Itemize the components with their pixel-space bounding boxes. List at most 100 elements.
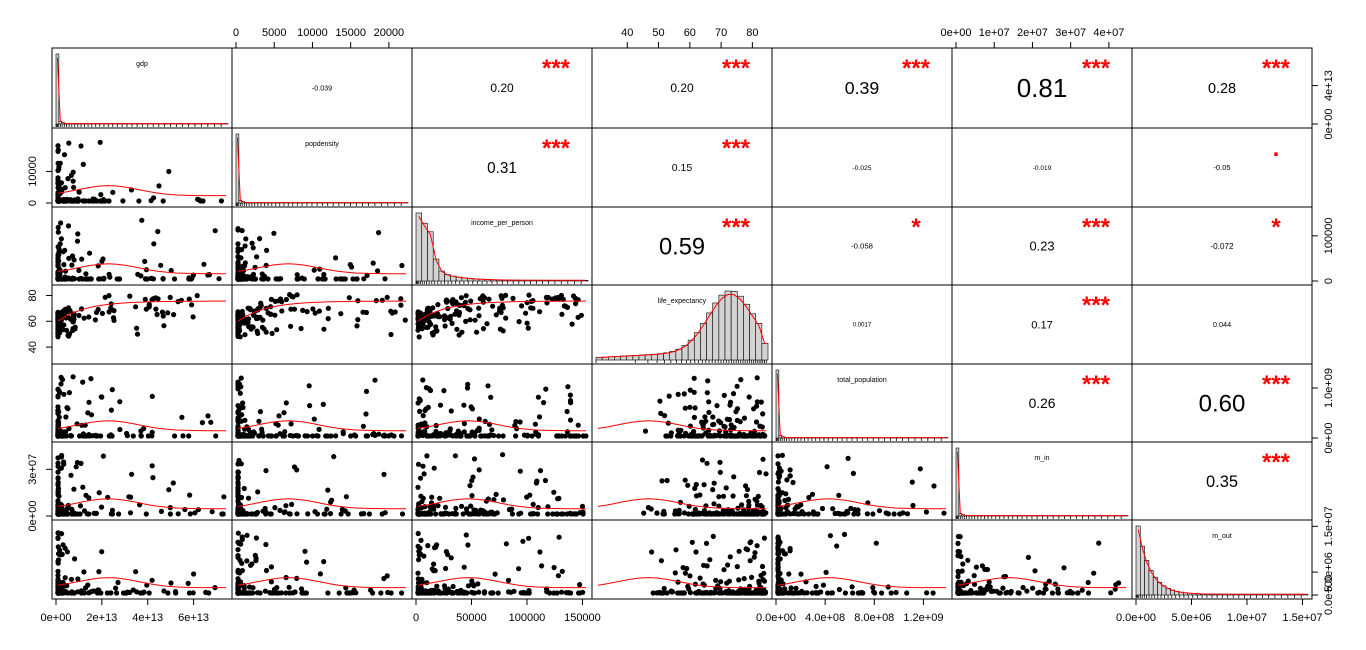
scatter-point	[416, 590, 422, 596]
scatter-point	[503, 541, 509, 547]
scatter-point	[725, 562, 731, 568]
scatter-point	[779, 452, 786, 458]
scatter-panel	[55, 217, 226, 282]
scatter-point	[88, 276, 94, 282]
scatter-point	[142, 258, 148, 264]
scatter-point	[342, 276, 348, 282]
scatter-point	[549, 296, 555, 302]
scatter-point	[690, 433, 696, 439]
scatter-point	[419, 579, 426, 585]
histogram-bar	[730, 291, 738, 361]
scatter-point	[533, 429, 539, 435]
scatter-point	[1046, 578, 1052, 584]
scatter-point	[554, 511, 560, 517]
scatter-point	[300, 307, 306, 313]
scatter-point	[662, 413, 668, 419]
correlation-value: -0.019	[1033, 165, 1052, 172]
scatter-point	[559, 511, 565, 517]
smooth-line	[417, 577, 586, 589]
scatter-point	[249, 273, 255, 279]
scatter-point	[209, 509, 215, 515]
scatter-point	[245, 495, 252, 501]
scatter-point	[505, 589, 512, 595]
scatter-point	[521, 589, 527, 595]
scatter-point	[244, 275, 251, 281]
scatter-point	[288, 323, 294, 329]
scatter-point	[71, 276, 78, 282]
scatter-panel	[597, 533, 769, 596]
scatter-point	[100, 256, 106, 262]
scatter-point	[388, 331, 394, 338]
scatter-point	[784, 510, 790, 516]
scatter-point	[418, 310, 424, 316]
scatter-point	[471, 456, 478, 462]
scatter-point	[661, 511, 668, 517]
scatter-point	[735, 433, 741, 439]
scatter-point	[955, 568, 961, 574]
scatter-point	[575, 314, 581, 320]
scatter-point	[524, 300, 530, 306]
scatter-point	[139, 217, 145, 223]
scatter-point	[166, 168, 172, 175]
scatter-point	[256, 418, 262, 424]
scatter-point	[573, 433, 579, 439]
scatter-point	[235, 333, 241, 339]
scatter-panel	[415, 292, 586, 340]
scatter-point	[98, 590, 104, 596]
significance-stars: *	[911, 214, 921, 241]
scatter-point	[320, 401, 326, 407]
scatter-point	[775, 551, 781, 557]
scatter-point	[1061, 565, 1067, 571]
scatter-point	[81, 315, 87, 321]
smooth-line	[57, 577, 226, 589]
significance-stars: ***	[1082, 214, 1111, 241]
scatter-point	[235, 530, 241, 536]
scatter-point	[554, 590, 560, 596]
scatter-point	[432, 545, 438, 551]
scatter-point	[664, 590, 670, 596]
scatter-point	[456, 312, 462, 318]
scatter-point	[691, 375, 697, 381]
scatter-point	[564, 304, 571, 310]
scatter-point	[448, 555, 454, 561]
scatter-point	[433, 511, 439, 517]
scatter-point	[718, 579, 724, 585]
scatter-point	[763, 471, 769, 477]
scatter-point	[1025, 554, 1031, 561]
scatter-point	[1042, 586, 1048, 592]
density-line	[599, 293, 766, 358]
scatter-point	[98, 192, 104, 198]
scatter-point	[716, 494, 722, 500]
scatter-point	[219, 511, 225, 517]
density-line	[418, 216, 586, 281]
scatter-point	[959, 568, 965, 574]
scatter-point	[567, 392, 574, 398]
scatter-point	[446, 511, 452, 517]
scatter-point	[425, 543, 431, 549]
tick-label: 1.5e+07	[1282, 612, 1322, 624]
tick-label: 0.0e+00	[756, 612, 796, 624]
scatter-point	[263, 511, 269, 517]
scatter-point	[693, 481, 699, 488]
scatter-point	[363, 411, 369, 417]
scatter-point	[212, 228, 218, 234]
scatter-point	[195, 507, 201, 513]
scatter-point	[556, 534, 562, 540]
scatter-point	[196, 197, 202, 203]
scatter-point	[923, 509, 930, 515]
scatter-point	[678, 427, 684, 433]
scatter-point	[787, 473, 793, 479]
scatter-point	[415, 424, 421, 430]
scatter-point	[150, 276, 156, 282]
scatter-point	[711, 501, 717, 507]
scatter-point	[476, 305, 482, 311]
scatter-point	[787, 467, 793, 473]
scatter-point	[71, 257, 77, 263]
scatter-point	[710, 487, 716, 493]
scatter-point	[760, 431, 766, 437]
scatter-panel	[775, 531, 946, 596]
scatter-panel	[235, 454, 406, 517]
scatter-point	[115, 579, 121, 586]
scatter-point	[758, 399, 764, 405]
tick-label: 0e+00	[941, 27, 972, 39]
